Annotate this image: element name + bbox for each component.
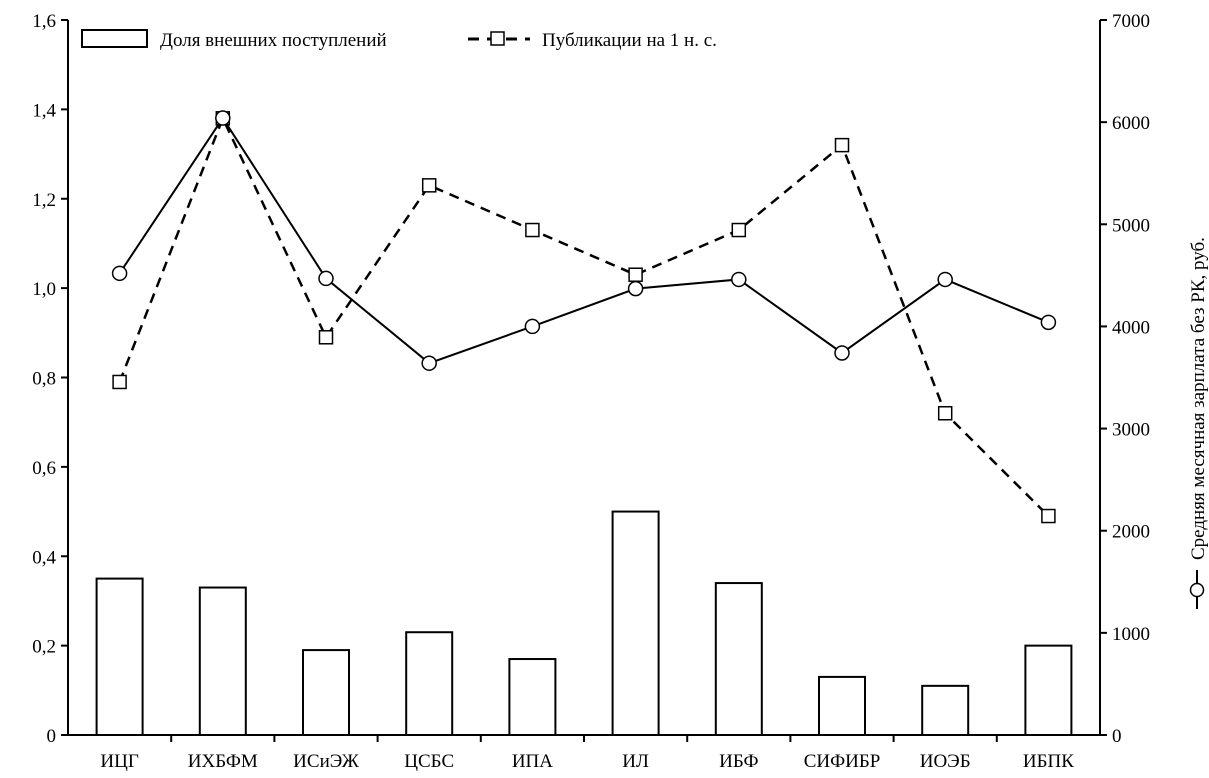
salary-point <box>111 265 128 282</box>
legend-bar-swatch <box>81 29 148 48</box>
right-tick-label: 3000 <box>1112 420 1150 441</box>
right-tick-label: 0 <box>1112 726 1122 747</box>
right-axis-title-circle-marker <box>1189 582 1205 598</box>
publications-line <box>118 115 1050 517</box>
right-tick-label: 6000 <box>1112 113 1150 134</box>
publications-point <box>731 222 747 238</box>
publications-point <box>937 406 953 421</box>
publications-point <box>1041 508 1056 524</box>
x-tick-label: ЦСБС <box>404 751 454 772</box>
legend: Доля внешних поступлений Публикации на 1… <box>81 29 717 51</box>
bars-series <box>95 510 1073 736</box>
publications-point <box>421 178 437 193</box>
publications-point <box>834 137 850 153</box>
salary-point <box>627 280 644 297</box>
x-tick-label: ИХБФМ <box>188 751 258 772</box>
bar <box>818 675 866 736</box>
bar <box>714 582 763 736</box>
right-tick-label: 5000 <box>1112 215 1150 236</box>
x-tick-label: ИЛ <box>622 751 649 772</box>
right-tick-label: 7000 <box>1112 11 1150 32</box>
bar <box>95 577 144 736</box>
left-tick-label: 1,4 <box>32 100 56 121</box>
x-tick-label: ИОЭБ <box>920 751 971 772</box>
bar <box>611 510 660 736</box>
publications-point <box>525 222 540 238</box>
x-tick-label: ИБПК <box>1023 751 1074 772</box>
bar <box>405 631 454 736</box>
bar <box>1024 644 1073 736</box>
salary-point <box>421 355 437 371</box>
salary-point <box>731 271 747 288</box>
left-tick-label: 1,6 <box>32 11 56 32</box>
bar <box>921 684 970 736</box>
left-tick-label: 0,2 <box>32 637 56 658</box>
salary-point <box>215 110 231 126</box>
x-tick-label: ИСиЭЖ <box>293 751 360 772</box>
bar <box>198 586 247 736</box>
salary-line <box>118 116 1049 365</box>
left-tick-label: 0 <box>47 726 57 747</box>
left-tick-label: 0,4 <box>32 547 56 568</box>
right-axis-title: Средняя месячная зарплата без РК, руб. <box>1188 237 1209 560</box>
left-tick-label: 0,6 <box>32 458 56 479</box>
publications-point <box>112 374 127 390</box>
x-tick-label: СИФИБР <box>804 751 881 772</box>
bar <box>302 649 350 736</box>
bar <box>508 658 557 736</box>
salary-point <box>1040 314 1057 331</box>
publications-point <box>628 267 643 282</box>
axes: 0 0,2 0,4 0,6 0,8 1,0 1,2 1,4 1,6 0 1000 2000 3000 40… <box>32 11 1150 772</box>
left-tick-label: 1,2 <box>32 190 56 211</box>
salary-line-series <box>111 110 1057 371</box>
left-tick-label: 1,0 <box>32 279 56 300</box>
legend-label-bars: Доля внешних поступлений <box>160 30 387 51</box>
right-axis-title-group: Средняя месячная зарплата без РК, руб. <box>1188 237 1209 609</box>
x-tick-label: ИПА <box>512 751 553 772</box>
x-tick-label: ИЦГ <box>100 751 138 772</box>
legend-square-marker <box>490 31 505 46</box>
salary-point <box>318 270 334 287</box>
x-tick-label: ИБФ <box>719 751 758 772</box>
right-tick-label: 4000 <box>1112 317 1150 338</box>
legend-label-dashed: Публикации на 1 н. с. <box>542 30 717 51</box>
left-tick-label: 0,8 <box>32 369 56 390</box>
publications-point <box>318 330 334 345</box>
salary-point <box>524 318 541 335</box>
salary-point <box>937 271 953 288</box>
right-tick-label: 2000 <box>1112 522 1150 543</box>
publications-line-series <box>112 111 1056 524</box>
salary-point <box>834 345 850 361</box>
right-tick-label: 1000 <box>1112 624 1150 645</box>
